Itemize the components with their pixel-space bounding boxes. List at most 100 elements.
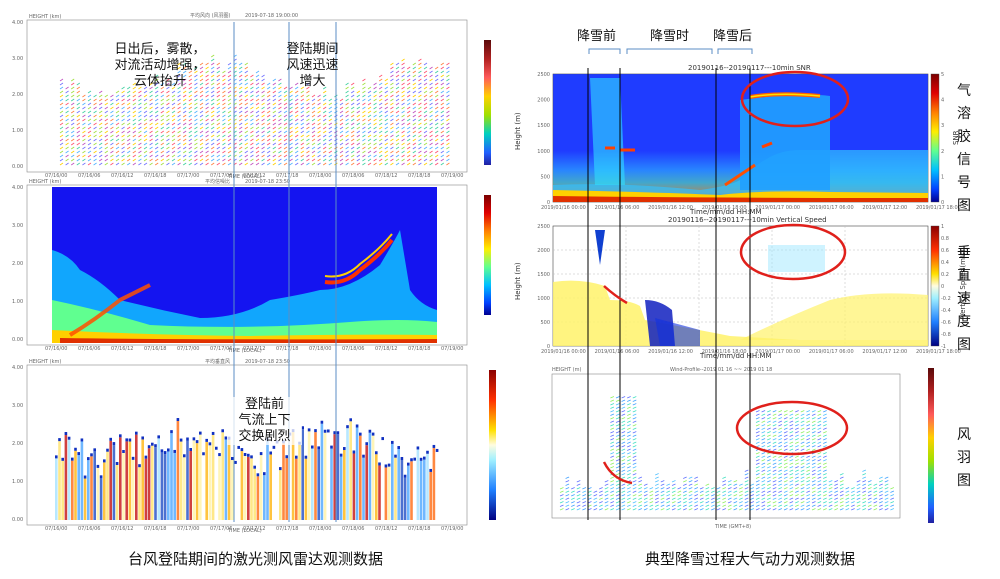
wind-profile-barb xyxy=(795,413,799,416)
vertical-wind-column xyxy=(90,456,93,520)
wind-profile-barb xyxy=(767,424,771,427)
wind-profile-barb xyxy=(867,483,872,486)
wind-profile-barb xyxy=(884,508,889,511)
left-x-tick: 07/16/18 xyxy=(144,346,166,352)
wind-barb xyxy=(423,114,428,118)
wind-barb xyxy=(423,102,428,106)
vertical-wind-top xyxy=(237,445,240,449)
wind-barb xyxy=(188,74,193,78)
wind-barb xyxy=(311,126,316,130)
wind-barb xyxy=(87,90,92,94)
wind-barb xyxy=(339,110,344,114)
wind-profile-barb xyxy=(845,504,850,507)
wind-profile-barb xyxy=(733,487,738,490)
wind-profile-barb xyxy=(772,480,777,483)
wind-profile-barb xyxy=(856,487,861,490)
vertical-wind-column xyxy=(391,443,394,520)
wind-barb xyxy=(199,70,204,74)
wind-barb xyxy=(294,106,299,110)
wind-profile-barb xyxy=(806,445,811,448)
wind-barb xyxy=(418,130,422,134)
wind-barb xyxy=(283,98,288,102)
wind-barb xyxy=(367,134,372,138)
wind-barb xyxy=(216,118,221,122)
wind-barb xyxy=(283,110,288,114)
vertical-wind-column xyxy=(282,443,285,520)
wind-profile-barb xyxy=(783,431,788,434)
wind-barb xyxy=(440,142,445,146)
wind-profile-barb xyxy=(727,494,732,497)
wind-barb xyxy=(199,86,204,90)
wind-profile-barb xyxy=(778,431,783,434)
wind-profile-barb xyxy=(800,424,805,427)
wind-barb xyxy=(446,158,450,162)
wind-barb xyxy=(65,126,69,130)
wind-barb xyxy=(278,130,282,134)
wind-barb xyxy=(255,106,260,110)
wind-profile-barb xyxy=(823,452,827,455)
wind-barb xyxy=(446,102,450,106)
wind-profile-barb xyxy=(610,476,615,479)
left-x-tick: 07/17/18 xyxy=(276,173,298,179)
vertical-wind-top xyxy=(336,431,340,435)
vertical-wind-top xyxy=(391,440,394,444)
wind-barb xyxy=(65,150,69,154)
wind-profile-barb xyxy=(733,501,738,504)
wind-barb xyxy=(177,138,181,142)
wind-profile-barb xyxy=(677,497,682,500)
wind-profile-barb xyxy=(655,490,659,493)
wind-barb xyxy=(70,134,75,138)
vertical-wind-column xyxy=(163,454,167,520)
wind-barb xyxy=(278,154,282,158)
vertical-wind-top xyxy=(55,455,58,459)
wind-barb xyxy=(423,138,428,142)
vertical-wind-top xyxy=(272,445,276,449)
vertical-wind-top xyxy=(163,451,167,455)
vertical-wind-top xyxy=(183,454,186,458)
wind-profile-barb xyxy=(845,487,850,490)
wind-barb xyxy=(216,94,221,98)
wind-barb xyxy=(300,126,305,130)
wind-barb xyxy=(143,118,148,122)
vertical-wind-column xyxy=(231,460,234,520)
wind-barb xyxy=(289,98,293,102)
wind-barb xyxy=(390,158,394,162)
wind-profile-barb xyxy=(817,438,822,441)
wind-barb xyxy=(423,62,428,66)
wind-barb xyxy=(132,102,137,106)
wind-barb xyxy=(216,70,221,74)
wind-barb xyxy=(322,118,327,122)
vertical-wind-column xyxy=(365,445,368,520)
wind-profile-barb xyxy=(716,508,721,511)
wind-barb xyxy=(238,66,243,70)
wind-profile-barb xyxy=(761,473,766,476)
wind-profile-barb xyxy=(621,494,626,497)
wind-profile-barb xyxy=(739,508,743,511)
wind-profile-barb xyxy=(806,462,811,465)
wind-barb xyxy=(250,90,254,94)
wind-barb xyxy=(210,94,215,98)
wind-barb xyxy=(378,98,383,102)
wind-profile-barb xyxy=(565,483,570,486)
vertical-wind-top xyxy=(423,456,426,460)
wind-profile-barb xyxy=(778,448,783,451)
wind-barb xyxy=(446,142,450,146)
wind-barb xyxy=(390,138,394,142)
wind-barb xyxy=(423,106,428,110)
wind-profile-barb xyxy=(817,480,822,483)
wind-barb xyxy=(440,134,445,138)
wind-barb xyxy=(395,162,400,166)
wind-barb xyxy=(210,114,215,118)
wind-profile-barb xyxy=(621,448,626,451)
wind-barb xyxy=(378,118,383,122)
wind-barb xyxy=(115,126,120,130)
wind-barb xyxy=(423,98,428,102)
wind-barb xyxy=(384,122,389,126)
wind-profile-barb xyxy=(576,494,581,497)
wind-profile-barb xyxy=(884,490,889,493)
wind-profile-barb xyxy=(772,459,777,462)
wind-barb xyxy=(205,130,209,134)
wind-barb xyxy=(222,142,226,146)
wind-profile-barb xyxy=(811,483,816,486)
wind-barb xyxy=(406,82,411,86)
